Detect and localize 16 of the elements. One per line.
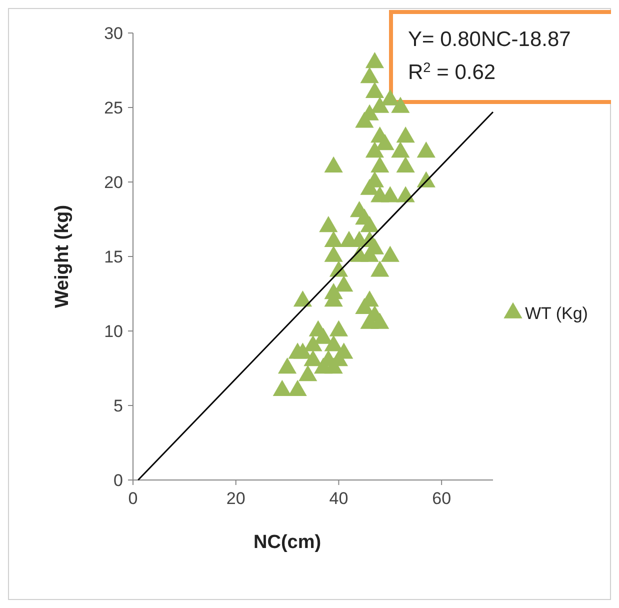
legend-label: WT (Kg) bbox=[525, 304, 588, 323]
y-tick-label: 5 bbox=[114, 396, 123, 416]
annotation: Y= 0.80NC-18.87 bbox=[408, 28, 571, 51]
x-tick-label: 0 bbox=[128, 489, 138, 508]
y-tick-label: 0 bbox=[114, 471, 123, 490]
x-tick-label: 20 bbox=[226, 489, 246, 508]
y-tick-label: 30 bbox=[104, 24, 123, 43]
annotation: R$^{2}$ = 0.62 bbox=[408, 60, 496, 84]
x-tick-label: 40 bbox=[329, 489, 348, 508]
y-tick-label: 10 bbox=[104, 322, 123, 341]
x-axis-title: NC(cm) bbox=[254, 532, 322, 553]
y-tick-label: 25 bbox=[104, 98, 123, 118]
y-tick-label: 20 bbox=[104, 173, 123, 192]
y-axis-title: Weight (kg) bbox=[52, 204, 73, 308]
x-tick-label: 60 bbox=[432, 489, 452, 508]
y-tick-label: 15 bbox=[104, 248, 123, 266]
